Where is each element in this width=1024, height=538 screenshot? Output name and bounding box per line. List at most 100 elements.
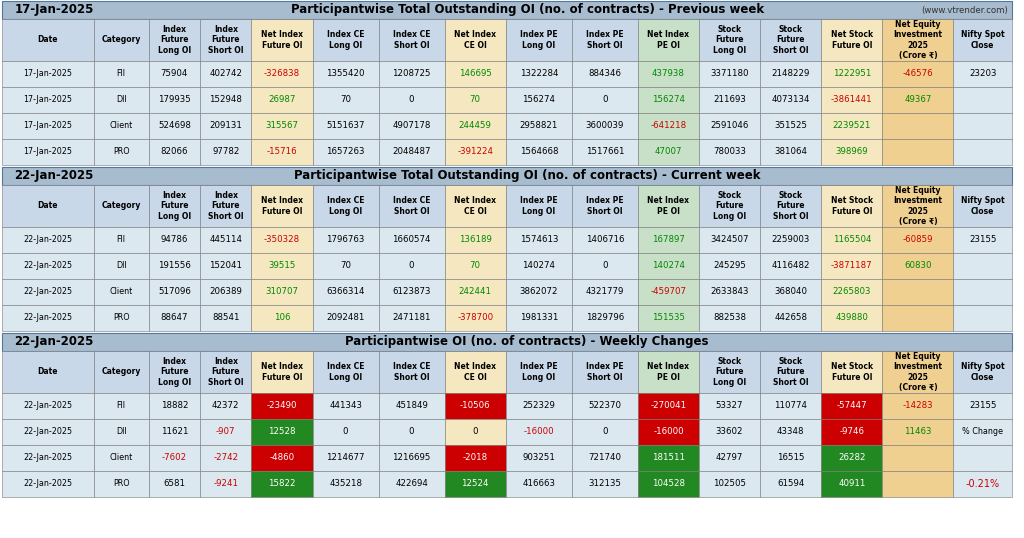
Bar [94,393,148,419]
Bar [94,253,148,279]
Bar [638,227,699,253]
Bar [821,227,883,253]
Text: 22-Jan-2025: 22-Jan-2025 [24,479,73,489]
Text: 1165504: 1165504 [833,236,871,244]
Text: 6123873: 6123873 [392,287,431,296]
Bar [444,61,506,87]
Text: 151535: 151535 [652,314,685,322]
Bar [883,393,953,419]
Bar [2,419,94,445]
Bar [2,167,1012,185]
Bar [2,185,94,227]
Text: 517096: 517096 [158,287,190,296]
Bar [252,471,312,497]
Text: 1406716: 1406716 [586,236,624,244]
Text: 181511: 181511 [652,454,685,463]
Bar [571,393,638,419]
Text: 903251: 903251 [522,454,555,463]
Bar [953,227,1012,253]
Bar [312,471,379,497]
Text: -907: -907 [216,428,236,436]
Bar [883,279,953,305]
Bar [760,253,821,279]
Text: Index CE
Long OI: Index CE Long OI [327,30,365,49]
Text: 70: 70 [340,96,351,104]
Bar [252,419,312,445]
Bar [699,253,760,279]
Bar [571,279,638,305]
Text: 33602: 33602 [716,428,743,436]
Bar [506,113,571,139]
Bar [506,139,571,165]
Bar [444,253,506,279]
Text: 22-Jan-2025: 22-Jan-2025 [24,454,73,463]
Text: 191556: 191556 [158,261,190,271]
Bar [379,351,444,393]
Bar [571,351,638,393]
Text: 2239521: 2239521 [833,122,871,131]
Bar [444,393,506,419]
Text: Index PE
Short OI: Index PE Short OI [586,196,624,216]
Bar [148,351,200,393]
Bar [200,393,252,419]
Bar [883,419,953,445]
Bar [252,19,312,61]
Bar [506,445,571,471]
Bar [312,305,379,331]
Text: 252329: 252329 [522,401,555,410]
Text: -4860: -4860 [269,454,295,463]
Bar [883,113,953,139]
Text: 4116482: 4116482 [771,261,810,271]
Text: 22-Jan-2025: 22-Jan-2025 [24,401,73,410]
Bar [148,253,200,279]
Text: % Change: % Change [963,428,1004,436]
Text: 152948: 152948 [209,96,243,104]
Bar [200,351,252,393]
Text: 70: 70 [470,96,480,104]
Text: 422694: 422694 [395,479,428,489]
Bar [2,393,94,419]
Bar [506,61,571,87]
Text: 17-Jan-2025: 17-Jan-2025 [14,4,93,17]
Bar [2,87,94,113]
Text: -350328: -350328 [264,236,300,244]
Bar [94,61,148,87]
Text: Participantwise OI (no. of contracts) - Weekly Changes: Participantwise OI (no. of contracts) - … [345,336,709,349]
Text: 156274: 156274 [652,96,685,104]
Bar [252,253,312,279]
Bar [821,305,883,331]
Text: 70: 70 [340,261,351,271]
Bar [94,185,148,227]
Text: FII: FII [117,69,126,79]
Bar [883,139,953,165]
Bar [571,185,638,227]
Text: 437938: 437938 [652,69,685,79]
Text: Client: Client [110,454,133,463]
Text: -23490: -23490 [267,401,297,410]
Bar [821,61,883,87]
Bar [883,351,953,393]
Bar [699,139,760,165]
Text: Stock
Future
Short OI: Stock Future Short OI [773,25,809,55]
Bar [571,113,638,139]
Text: 6366314: 6366314 [327,287,365,296]
Bar [506,419,571,445]
Text: Category: Category [101,202,141,210]
Bar [148,305,200,331]
Text: 40911: 40911 [838,479,865,489]
Bar [444,445,506,471]
Bar [638,113,699,139]
Bar [312,279,379,305]
Bar [571,419,638,445]
Bar [883,445,953,471]
Text: Net Equity
Investment
2025
(Crore ₹): Net Equity Investment 2025 (Crore ₹) [893,20,942,60]
Bar [760,87,821,113]
Bar [312,185,379,227]
Text: 1222951: 1222951 [833,69,871,79]
Text: 3862072: 3862072 [519,287,558,296]
Bar [252,113,312,139]
Text: 0: 0 [472,428,478,436]
Bar [148,279,200,305]
Bar [821,253,883,279]
Bar [571,139,638,165]
